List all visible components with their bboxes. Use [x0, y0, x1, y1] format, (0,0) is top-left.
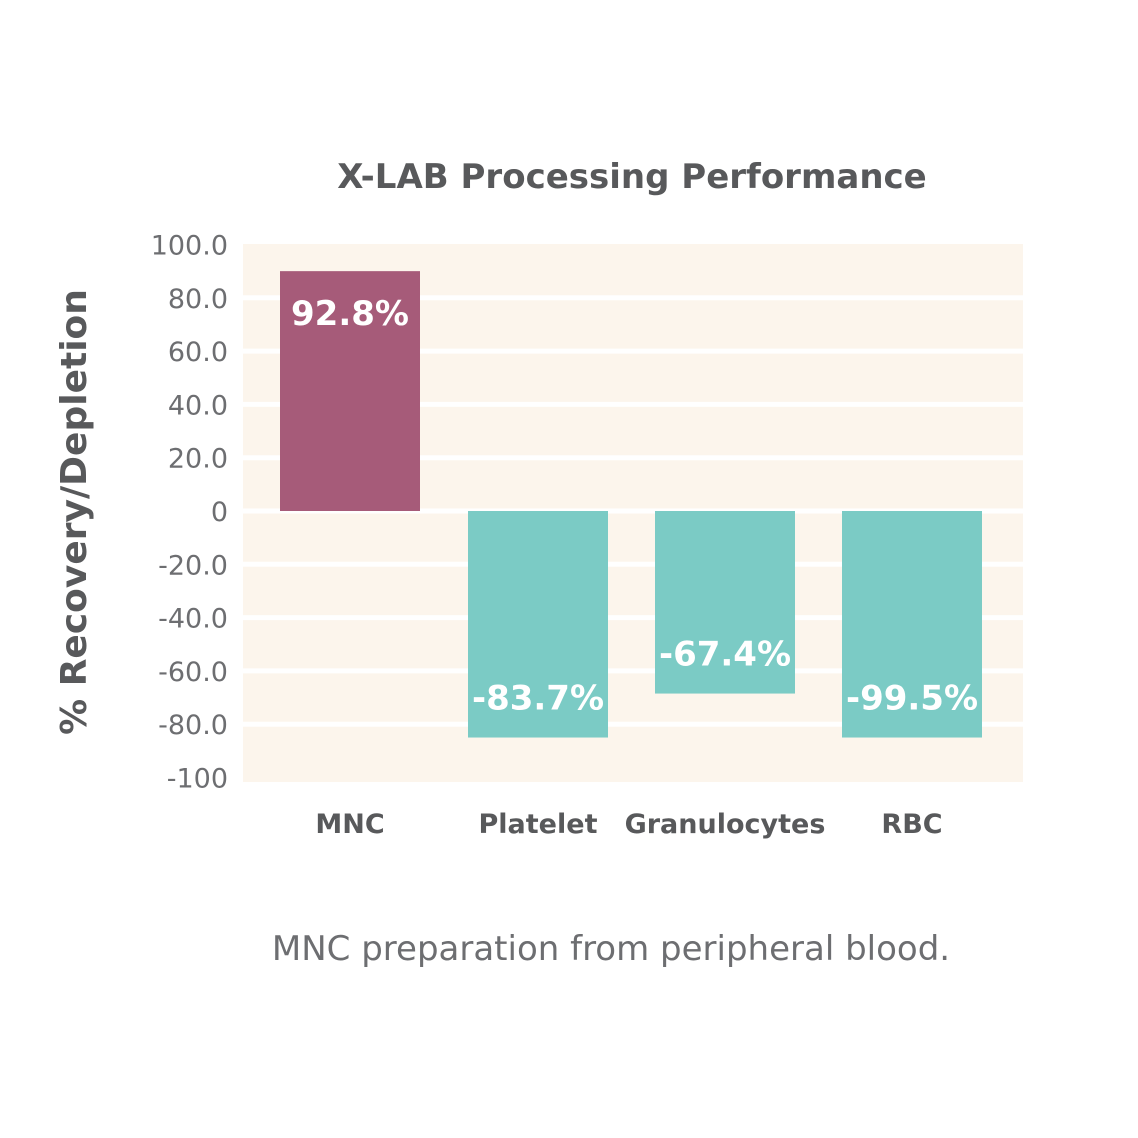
x-tick-label: Platelet: [479, 809, 598, 840]
y-tick-label: -40.0: [158, 604, 228, 635]
x-axis-labels: MNC Platelet Granulocytes RBC: [315, 809, 942, 840]
data-labels: 92.8% -83.7% -67.4% -99.5%: [291, 294, 978, 718]
y-tick-label: 20.0: [168, 444, 228, 475]
y-tick-label: -60.0: [158, 657, 228, 688]
x-tick-label: MNC: [315, 809, 384, 840]
y-tick-label: 40.0: [168, 390, 228, 421]
y-tick-label: 80.0: [168, 284, 228, 315]
x-tick-label: RBC: [881, 809, 942, 840]
data-label: -67.4%: [659, 635, 791, 675]
y-tick-label: 60.0: [168, 337, 228, 368]
data-label: -83.7%: [472, 679, 604, 719]
y-tick-label: -80.0: [158, 710, 228, 741]
y-tick-label: 100.0: [151, 231, 228, 262]
y-tick-label: 0: [211, 497, 228, 528]
y-axis-label: % Recovery/Depletion: [54, 289, 95, 735]
bar-mnc: [280, 271, 420, 511]
caption: MNC preparation from peripheral blood.: [272, 929, 950, 969]
data-label: -99.5%: [846, 679, 978, 719]
y-tick-label: -100: [167, 764, 228, 795]
x-tick-label: Granulocytes: [625, 809, 826, 840]
bars: [280, 271, 982, 738]
bar-granulocytes: [655, 511, 795, 694]
data-label: 92.8%: [291, 294, 409, 334]
y-axis-ticks: 100.0 80.0 60.0 40.0 20.0 0 -20.0 -40.0 -60.0 -80…: [151, 231, 228, 795]
chart-title: X-LAB Processing Performance: [337, 157, 927, 197]
bar-rbc: [842, 511, 982, 738]
y-tick-label: -20.0: [158, 550, 228, 581]
bar-platelet: [468, 511, 608, 738]
